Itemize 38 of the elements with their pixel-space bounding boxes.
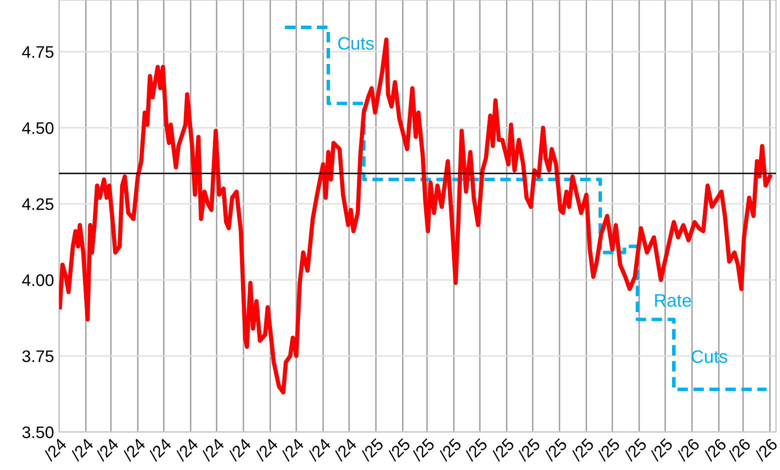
y-tick-label: 4.00 [22,274,54,286]
y-tick-label: 4.75 [22,46,54,58]
annotation: Cuts [338,36,374,50]
x-tick-label: /26 [754,437,778,462]
x-tick-label: /24 [227,437,252,462]
y-tick-label: 4.50 [22,122,54,134]
x-tick-label: /26 [726,437,752,462]
x-tick-label: /26 [702,437,727,462]
x-tick-label: /25 [410,437,436,462]
x-tick-label: /24 [69,437,94,462]
x-tick-label: /25 [463,437,488,462]
x-tick-label: /25 [543,437,568,462]
x-tick-label: /25 [490,437,515,462]
x-tick-label: /24 [306,437,332,462]
annotation: Rate [655,294,692,307]
x-tick-label: /24 [332,437,358,462]
x-tick-label: /24 [121,437,146,462]
y-tick-label: 3.50 [22,426,54,438]
x-tick-label: /25 [648,437,674,462]
line-series [59,37,772,395]
x-tick-label: /24 [147,437,172,462]
x-tick-label: /24 [42,437,68,462]
x-tick-label: /25 [437,437,462,462]
x-tick-label: /25 [596,437,620,462]
x-tick-label: /24 [280,437,305,462]
x-tick-label: /26 [676,437,700,462]
x-tick-label: /24 [94,437,120,462]
y-tick-label: 3.75 [22,350,54,362]
x-tick-label: /24 [174,437,199,462]
x-tick-label: /25 [570,437,595,462]
x-tick-label: /25 [360,437,384,462]
x-tick-label: /25 [622,437,648,462]
x-tick-label: /25 [516,437,541,462]
x-tick-label: /24 [200,437,225,462]
annotation: Cuts [692,350,728,363]
y-tick-label: 4.25 [22,198,54,210]
x-tick-label: /25 [386,437,411,462]
x-tick-label: /24 [254,437,279,462]
